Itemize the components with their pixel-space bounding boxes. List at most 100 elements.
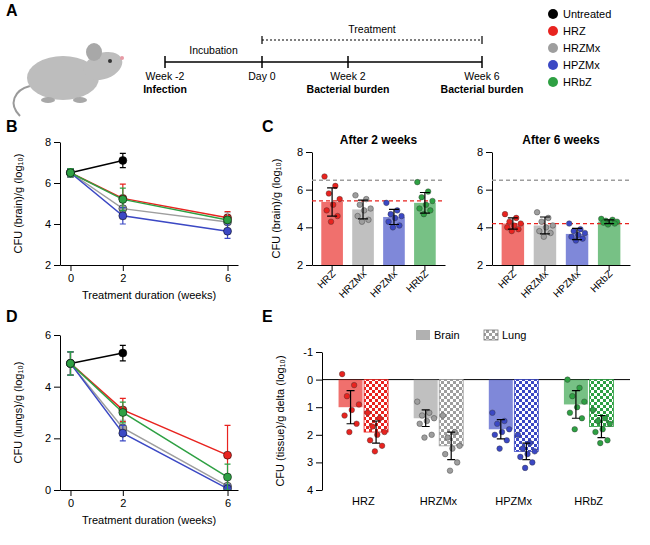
chart-title: After 6 weeks: [522, 133, 600, 147]
tick: HPZMx: [495, 490, 532, 507]
data-point: [354, 421, 360, 427]
data-point: [224, 216, 232, 224]
reference-line: [492, 180, 630, 181]
panel: 0260246Treatment duration (weeks)CFU (lu…: [12, 329, 239, 526]
error-bar: [422, 410, 430, 427]
error-bar: [67, 352, 73, 375]
error-bar: [67, 352, 73, 375]
axis: HRZHRZMxHPZMxHRbZ: [313, 265, 446, 300]
data-point: [570, 393, 576, 399]
axis-line: [312, 153, 313, 266]
tick: HRbZ: [588, 265, 614, 294]
tick-label: 4: [45, 218, 51, 230]
event-note: Bacterial burden: [441, 83, 524, 95]
tick: HRZMx: [337, 265, 369, 300]
tick: 4: [477, 221, 492, 233]
tick-label: -1: [303, 346, 313, 358]
data-point: [356, 402, 362, 408]
error-bar: [358, 200, 368, 219]
error-bar: [508, 218, 518, 229]
event-note: Infection: [143, 83, 187, 95]
tick: 4: [45, 381, 60, 393]
tick: HPZMx: [368, 265, 399, 300]
event-label: Week 2: [330, 70, 366, 82]
tick-label: 3: [307, 456, 313, 468]
data-point: [382, 429, 388, 435]
tick-mark: [363, 265, 364, 271]
tick: 2: [307, 429, 322, 441]
data-point: [119, 212, 127, 220]
mouse-nose: [120, 56, 124, 60]
tick-mark: [486, 265, 492, 266]
data-point: [543, 225, 549, 231]
data-point: [575, 232, 581, 238]
axis: 2 4 6 8: [477, 146, 493, 271]
data-point: [582, 230, 588, 236]
panel-letter: C: [262, 118, 274, 135]
error-bar: [572, 391, 580, 419]
data-point: [530, 460, 536, 466]
data-point: [397, 223, 403, 229]
axis-line: [322, 353, 323, 491]
tick: 2: [477, 259, 492, 271]
data-point: [569, 234, 575, 240]
data-point: [504, 438, 510, 444]
data-point: [339, 371, 345, 377]
data-point: [384, 200, 390, 206]
error-bar: [327, 188, 337, 216]
data-point: [326, 191, 332, 197]
data-point: [497, 446, 503, 452]
data-point: [522, 465, 528, 471]
data-point: [428, 208, 434, 214]
panel: 0262468Treatment duration (weeks)CFU (br…: [12, 136, 239, 301]
error-bar: [447, 432, 455, 460]
panel: HRZHRZMxHPZMxHRbZ-101234BrainLungCFU (ti…: [274, 329, 630, 507]
tick-label: HRZMx: [337, 268, 369, 300]
data-point: [66, 359, 74, 367]
tick-mark: [306, 152, 312, 153]
event-label: Week 6: [464, 70, 500, 82]
axis: HRZHRZMxHPZMxHRbZ: [352, 490, 603, 507]
tick: 4: [297, 221, 312, 233]
tick-label: 6: [45, 329, 51, 341]
tick: 6: [477, 184, 492, 196]
tick: 8: [477, 146, 492, 158]
tick-label: 6: [225, 497, 231, 509]
error-bar: [225, 217, 231, 223]
tick: HRZ: [315, 265, 337, 291]
axis-title-group: CFU (brain)/g (log₁₀): [12, 154, 24, 254]
tick-label: HRbZ: [588, 268, 614, 294]
tick: HRbZ: [574, 490, 603, 507]
legend-label: HRZMx: [563, 42, 601, 54]
data-point: [66, 169, 74, 177]
error-bar: [120, 345, 126, 361]
data-point: [571, 228, 577, 234]
treatment-line: [262, 39, 482, 40]
tick-mark: [54, 490, 60, 491]
data-point: [537, 228, 543, 234]
mouse-tail: [14, 86, 30, 116]
data-point: [379, 443, 385, 449]
data-point: [567, 410, 573, 416]
panel-letter: B: [6, 118, 18, 135]
data-point: [394, 208, 400, 214]
tick-mark: [123, 490, 124, 496]
data-point: [492, 432, 498, 438]
data-point: [377, 415, 383, 421]
error-bar: [67, 169, 73, 177]
data-point: [417, 421, 423, 427]
reference-line: [312, 180, 445, 181]
axis-line: [60, 336, 61, 491]
data-point: [425, 189, 431, 195]
tick-label: 0: [68, 272, 74, 284]
data-point: [355, 213, 361, 219]
tick: HRbZ: [404, 265, 430, 294]
data-point: [66, 359, 74, 367]
error-bar: [67, 169, 73, 177]
tick-mark: [544, 265, 545, 271]
data-point: [550, 223, 556, 229]
legend-swatch: [548, 43, 558, 53]
tick-mark: [486, 190, 492, 191]
tick-label: 2: [120, 272, 126, 284]
data-point: [414, 399, 420, 405]
